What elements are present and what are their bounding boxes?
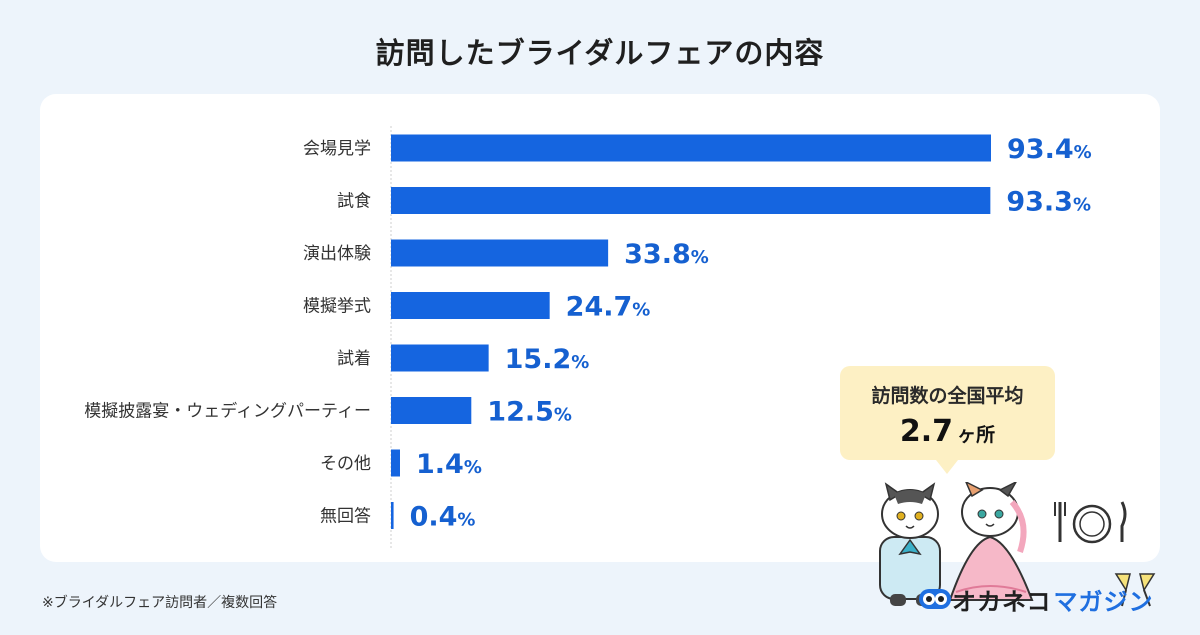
value-label: 24.7% <box>566 292 651 323</box>
value-label: 1.4% <box>416 449 482 480</box>
footnote: ※ブライダルフェア訪問者／複数回答 <box>42 595 278 611</box>
category-label: 試食 <box>337 192 371 212</box>
category-label: 演出体験 <box>303 244 371 264</box>
bar-chart: 会場見学 93.4% 試食 93.3% 演出体験 33.8% 模擬挙式 24.7% 試着 15.2… <box>84 126 1092 548</box>
value-label: 93.3% <box>1006 187 1091 218</box>
bar <box>391 502 394 529</box>
bride-cat-icon <box>948 482 1034 601</box>
bar <box>391 292 550 319</box>
cutlery-icon <box>1054 501 1127 544</box>
value-label: 12.5% <box>487 397 572 428</box>
callout-label: 訪問数の全国平均 <box>871 385 1024 407</box>
bar <box>391 449 400 477</box>
value-label: 15.2% <box>505 344 590 375</box>
wedding-cats-illustration <box>879 482 1156 607</box>
brand-mark-icon <box>919 589 951 609</box>
bar <box>391 239 609 267</box>
groom-cat-icon <box>879 482 941 606</box>
callout-value: 2.7 <box>899 414 954 449</box>
category-label: 無回答 <box>320 507 371 527</box>
callout-value-line: 2.7 ヶ所 <box>840 414 1055 449</box>
category-label: 会場見学 <box>303 139 371 159</box>
brand-logo[interactable]: オカネコ マガジン <box>918 582 1154 616</box>
category-label: 模擬挙式 <box>303 297 371 317</box>
value-label: 93.4% <box>1007 134 1092 165</box>
bar <box>391 344 489 372</box>
brand-name-primary: オカネコ <box>952 587 1052 616</box>
chart-card: 会場見学 93.4% 試食 93.3% 演出体験 33.8% 模擬挙式 24.7% 試着 15.2… <box>40 94 1160 607</box>
chart-title: 訪問したブライダルフェアの内容 <box>375 36 825 70</box>
average-visits-callout: 訪問数の全国平均 2.7 ヶ所 <box>840 366 1055 474</box>
champagne-glasses-icon <box>1114 573 1156 607</box>
value-label: 0.4% <box>410 502 476 533</box>
category-label: 試着 <box>337 349 371 369</box>
value-label: 33.8% <box>624 239 709 270</box>
bar <box>391 187 991 214</box>
callout-unit: ヶ所 <box>957 424 996 446</box>
bar <box>391 134 991 162</box>
category-label: その他 <box>320 454 371 474</box>
brand-name-secondary: マガジン <box>1053 587 1154 616</box>
category-label: 模擬披露宴・ウェディングパーティー <box>84 401 371 422</box>
bar <box>391 397 472 424</box>
